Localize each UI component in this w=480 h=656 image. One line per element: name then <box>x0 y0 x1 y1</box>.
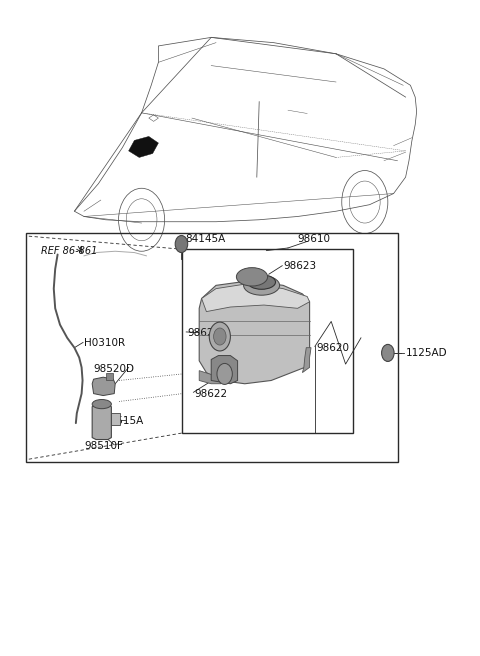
Circle shape <box>209 322 230 351</box>
Text: 1125AD: 1125AD <box>406 348 447 358</box>
Text: 98623: 98623 <box>283 260 316 271</box>
Text: 98510F: 98510F <box>84 441 123 451</box>
Bar <box>182 249 353 433</box>
Bar <box>106 373 113 380</box>
Text: 98515A: 98515A <box>103 416 144 426</box>
Bar <box>26 233 398 462</box>
Text: REF 86-861: REF 86-861 <box>41 245 97 256</box>
Circle shape <box>214 328 226 345</box>
Polygon shape <box>202 283 310 312</box>
Polygon shape <box>92 377 115 396</box>
Circle shape <box>175 236 188 253</box>
Text: H0310R: H0310R <box>84 338 125 348</box>
Text: 98520D: 98520D <box>94 363 134 374</box>
Polygon shape <box>129 136 158 157</box>
Ellipse shape <box>236 268 268 286</box>
Polygon shape <box>92 404 111 440</box>
Polygon shape <box>199 281 310 384</box>
Text: 98610: 98610 <box>298 234 331 245</box>
Text: 84145A: 84145A <box>185 234 225 245</box>
Polygon shape <box>302 348 311 373</box>
Circle shape <box>217 363 232 384</box>
Ellipse shape <box>92 400 111 409</box>
Polygon shape <box>199 371 221 384</box>
Circle shape <box>382 344 394 361</box>
Ellipse shape <box>248 275 276 289</box>
Text: 98622: 98622 <box>194 388 228 399</box>
Text: 98622C: 98622C <box>187 328 228 338</box>
Ellipse shape <box>244 276 279 295</box>
Polygon shape <box>211 356 238 384</box>
Text: 98620: 98620 <box>317 342 350 353</box>
Bar <box>111 413 120 425</box>
